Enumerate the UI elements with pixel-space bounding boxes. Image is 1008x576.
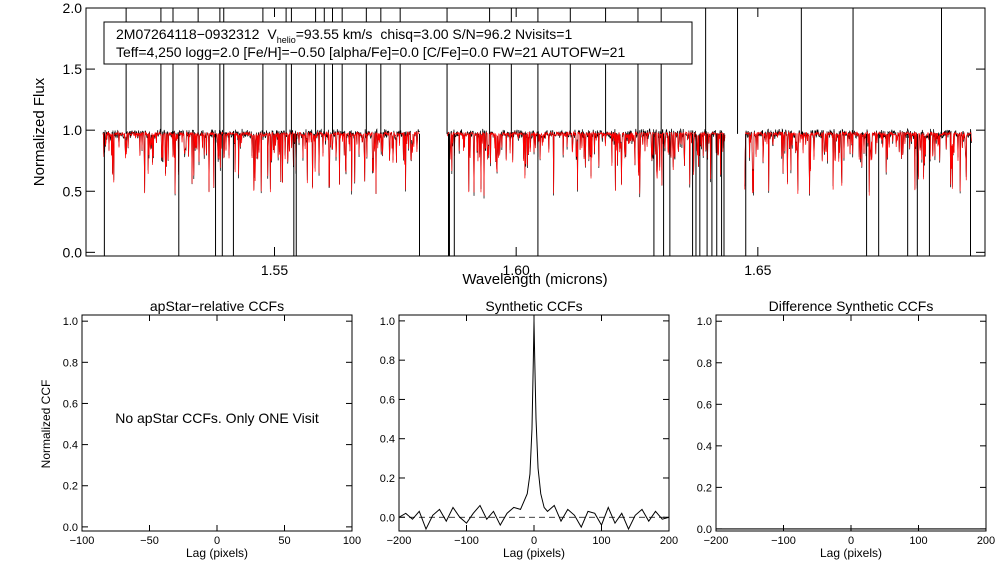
difference-xtick-label: 0 (848, 535, 854, 547)
apstar-ytick-label: 1.0 (63, 316, 78, 328)
spectrum-info-box: 2M07264118−0932312 Vhelio=93.55 km/s chisq… (103, 21, 693, 65)
apstar-xtick-label: 50 (278, 535, 290, 547)
synthetic-ytick-label: 0.0 (380, 512, 395, 524)
difference-axes-frame (715, 314, 987, 532)
spectrum-ytick-label: 1.0 (63, 122, 83, 138)
spectrum-xtick-label: 1.65 (744, 262, 771, 278)
difference-ytick-label: 0.0 (697, 524, 712, 536)
spectrum-ytick-label: 0.0 (63, 244, 83, 260)
synthetic-xtick-label: 200 (660, 535, 678, 547)
difference-ytick-label: 0.6 (697, 399, 712, 411)
synthetic-ytick-label: 0.6 (380, 394, 395, 406)
difference-xlabel: Lag (pixels) (820, 546, 882, 560)
model-flux-line (446, 130, 726, 196)
difference-ccf-title: Difference Synthetic CCFs (769, 298, 934, 314)
info-line-1: 2M07264118−0932312 Vhelio=93.55 km/s chisq… (116, 26, 572, 45)
spectrum-panel: 1.55 1.60 1.65 0.0 0.5 1.0 1.5 2.0 2M07264118−0… (31, 0, 986, 288)
apstar-xtick-label: −50 (140, 535, 159, 547)
info-box-border (103, 21, 693, 65)
difference-ytick-label: 1.0 (697, 316, 712, 328)
synthetic-ccf-title: Synthetic CCFs (485, 298, 582, 314)
difference-ytick-label: 0.4 (697, 441, 712, 453)
synthetic-xtick-label: 0 (531, 535, 537, 547)
info-star-id: 2M07264118−0932312 (116, 26, 260, 42)
spectrum-ytick-label: 2.0 (63, 0, 83, 16)
synthetic-xtick-label: −100 (454, 535, 479, 547)
info-line-2: Teff=4,250 logg=2.0 [Fe/H]=−0.50 [alpha/… (116, 44, 625, 60)
spectrum-xtick-label: 1.60 (503, 262, 530, 278)
model-flux-line (744, 130, 972, 196)
apstar-ytick-label: 0.2 (63, 481, 78, 493)
synthetic-ytick-label: 0.8 (380, 355, 395, 367)
model-flux-line (102, 130, 420, 194)
synthetic-ytick-label: 1.0 (380, 316, 395, 328)
synthetic-ytick-label: 0.4 (380, 434, 395, 446)
info-v-label: V (267, 26, 277, 42)
info-v-value: =93.55 km/s (296, 26, 373, 42)
spectrum-ytick-label: 0.5 (63, 183, 83, 199)
difference-xtick-label: 200 (977, 535, 995, 547)
synthetic-xtick-label: −200 (387, 535, 412, 547)
apstar-ytick-label: 0.6 (63, 398, 78, 410)
synthetic-xlabel: Lag (pixels) (503, 546, 565, 560)
difference-ccf-panel: Difference Synthetic CCFs −200 −100 0 100 20… (697, 298, 995, 560)
apstar-xtick-label: −100 (70, 535, 95, 547)
difference-ytick-label: 0.8 (697, 358, 712, 370)
synthetic-ccf-line (398, 320, 670, 531)
synthetic-ytick-label: 0.2 (380, 473, 395, 485)
spectrum-axes-frame (85, 7, 986, 257)
apstar-xlabel: Lag (pixels) (186, 546, 248, 560)
spectrum-ytick-label: 1.5 (63, 61, 83, 77)
difference-xtick-label: −200 (704, 535, 729, 547)
apstar-xtick-label: 0 (214, 535, 220, 547)
spectrum-xlabel: Wavelength (microns) (462, 271, 607, 288)
difference-xtick-label: −100 (771, 535, 796, 547)
info-v-sub: helio (277, 35, 296, 45)
spectrum-ylabel: Normalized Flux (31, 77, 48, 186)
difference-xtick-label: 100 (909, 535, 927, 547)
no-ccf-message: No apStar CCFs. Only ONE Visit (115, 410, 319, 426)
synthetic-xtick-label: 100 (592, 535, 610, 547)
difference-ytick-label: 0.2 (697, 482, 712, 494)
apstar-ccf-title: apStar−relative CCFs (150, 298, 284, 314)
apstar-ytick-label: 0.8 (63, 357, 78, 369)
synthetic-ccf-panel: Synthetic CCFs −200 −100 0 100 200 0.0 0.2 0.4 0… (380, 298, 678, 560)
apstar-xtick-label: 100 (343, 535, 361, 547)
spectrum-xtick-label: 1.55 (261, 262, 288, 278)
apstar-ytick-label: 0.0 (63, 522, 78, 534)
apstar-ylabel: Normalized CCF (39, 380, 53, 469)
apstar-ytick-label: 0.4 (63, 440, 78, 452)
apstar-ccf-panel: apStar−relative CCFs −100 −50 0 50 100 0.0 0.2… (39, 298, 361, 560)
info-stats: chisq=3.00 S/N=96.2 Nvisits=1 (380, 26, 572, 42)
